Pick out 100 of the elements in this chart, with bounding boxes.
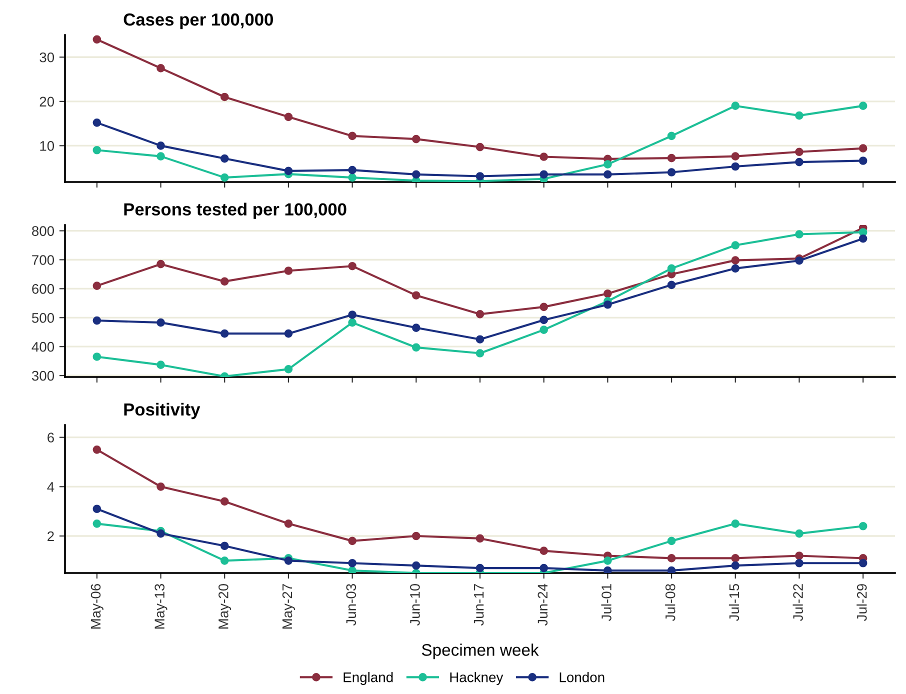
point <box>540 564 548 572</box>
point <box>156 318 165 327</box>
point <box>348 566 356 573</box>
x-tick-label: May-20 <box>218 584 232 629</box>
point <box>667 168 676 176</box>
x-tick-label: Jul-01 <box>601 584 612 622</box>
point <box>412 324 420 332</box>
y-tick-label: 4 <box>47 482 54 492</box>
point <box>604 556 612 565</box>
point <box>858 102 868 110</box>
point <box>284 329 293 338</box>
point <box>540 302 548 312</box>
point <box>604 566 612 573</box>
point <box>220 556 229 565</box>
point <box>348 262 356 270</box>
x-tick-label: Jul-15 <box>728 584 740 622</box>
point <box>604 170 612 179</box>
point <box>795 529 804 538</box>
point <box>92 118 102 127</box>
point <box>284 556 293 565</box>
point <box>795 558 804 568</box>
point <box>284 266 293 275</box>
point <box>476 349 484 358</box>
point <box>156 152 165 160</box>
point <box>667 132 676 140</box>
point <box>284 520 293 528</box>
point <box>795 230 804 238</box>
point <box>604 160 612 168</box>
y-tick-label: 300 <box>32 370 54 381</box>
point <box>412 561 420 570</box>
point <box>348 558 356 568</box>
point <box>220 329 229 338</box>
chart-title: Cases per 100,000 <box>124 13 273 30</box>
y-tick-label: 400 <box>32 342 54 352</box>
point <box>412 170 420 179</box>
point <box>858 558 868 568</box>
point <box>92 282 102 290</box>
point <box>476 172 484 180</box>
point <box>348 310 356 319</box>
point <box>731 102 740 110</box>
legend-label: England <box>344 672 393 685</box>
point <box>220 154 229 163</box>
point <box>412 532 420 540</box>
point <box>220 542 229 550</box>
point <box>220 92 229 102</box>
point <box>348 536 356 546</box>
point <box>348 166 356 174</box>
point <box>540 546 548 555</box>
point <box>795 148 804 156</box>
point <box>667 566 676 573</box>
point <box>412 134 420 144</box>
y-tick-label: 700 <box>32 255 54 265</box>
y-tick-label: 2 <box>48 531 54 542</box>
x-tick-label: Jun-17 <box>474 584 484 626</box>
y-tick-label: 500 <box>32 312 54 323</box>
point <box>348 132 356 140</box>
point <box>92 146 102 154</box>
x-tick-label: May-06 <box>90 584 104 629</box>
point <box>92 35 102 44</box>
x-tick-label: Jul-22 <box>792 584 803 622</box>
point <box>731 554 740 562</box>
point <box>156 64 165 72</box>
y-tick-label: 600 <box>32 284 54 294</box>
point <box>92 520 102 528</box>
point <box>731 256 740 264</box>
point <box>156 360 165 370</box>
point <box>92 316 102 325</box>
point <box>412 343 420 352</box>
point <box>667 154 676 162</box>
y-tick-label: 20 <box>40 96 54 107</box>
point <box>476 534 484 543</box>
point <box>284 166 293 176</box>
point <box>220 497 229 506</box>
point <box>348 173 356 182</box>
point <box>731 162 740 171</box>
point <box>731 520 740 528</box>
point <box>92 352 102 361</box>
point <box>604 289 612 298</box>
x-tick-label: May-13 <box>154 584 168 629</box>
point <box>92 446 102 454</box>
point <box>604 300 612 309</box>
point <box>476 564 484 572</box>
point <box>731 152 740 160</box>
point <box>220 277 229 286</box>
point <box>795 552 804 560</box>
point <box>858 144 868 153</box>
point <box>412 291 420 300</box>
point <box>731 561 740 570</box>
point <box>667 536 676 546</box>
point <box>795 158 804 166</box>
point <box>858 156 868 165</box>
point <box>858 234 868 243</box>
point <box>348 318 356 327</box>
point <box>156 482 165 491</box>
point <box>284 112 293 122</box>
point <box>540 170 548 179</box>
point <box>667 280 676 290</box>
y-tick-label: 30 <box>40 52 54 62</box>
x-tick-label: Jun-24 <box>538 584 548 626</box>
point <box>156 260 165 268</box>
